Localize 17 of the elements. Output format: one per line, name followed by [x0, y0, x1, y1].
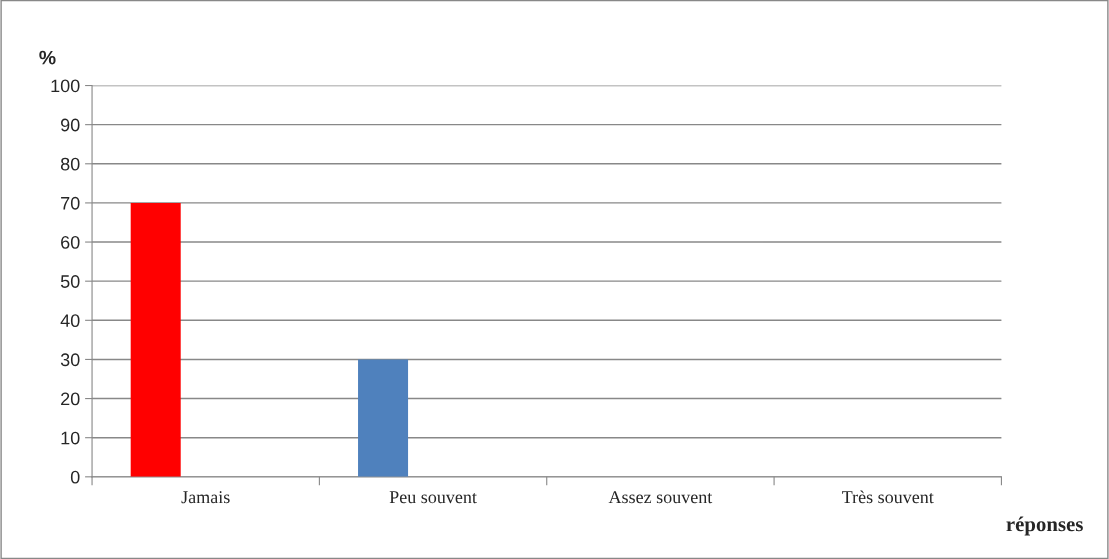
- y-tick-label: 80: [60, 157, 80, 171]
- x-tick-label: Très souvent: [842, 490, 934, 504]
- y-tick-label: 50: [60, 275, 80, 288]
- x-tick-label: Peu souvent: [389, 491, 477, 504]
- y-tick-label: 100: [51, 79, 80, 93]
- y-tick-label: 20: [61, 392, 80, 406]
- x-tick-label: Jamais: [181, 491, 230, 504]
- y-tick-label: 70: [61, 196, 80, 210]
- y-tick-label: 90: [61, 118, 80, 132]
- y-tick-label: 40: [60, 314, 80, 328]
- y-axis-title: %: [39, 50, 56, 65]
- y-tick-label: 60: [61, 235, 80, 249]
- y-tick-label: 0: [70, 470, 80, 484]
- y-tick-label: 10: [61, 431, 80, 445]
- x-tick-label: Assez souvent: [608, 491, 713, 504]
- y-tick-label: 30: [60, 353, 80, 367]
- x-axis-title: réponses: [1006, 516, 1083, 536]
